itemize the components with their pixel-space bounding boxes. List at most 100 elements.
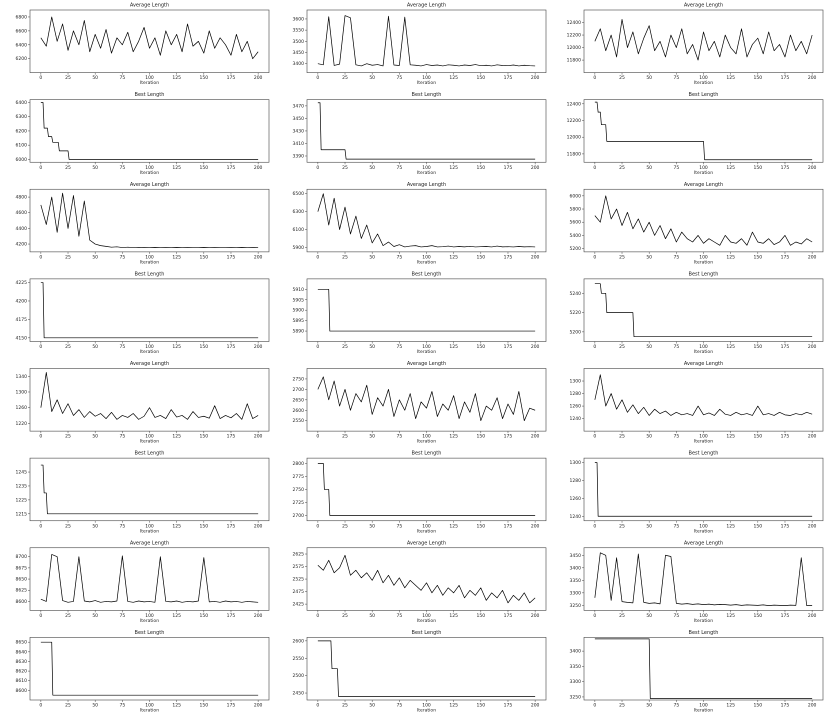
data-line [40,102,259,160]
x-tick-label: 200 [808,434,817,440]
x-tick-label: 0 [316,613,319,619]
x-tick-label: 200 [808,344,817,350]
y-tick-label: 2600 [293,408,305,414]
y-tick-label: 3550 [293,28,305,34]
x-axis-label: Iteration [140,80,159,86]
x-tick-label: 75 [119,523,125,529]
x-tick-label: 200 [531,523,540,529]
x-tick-label: 100 [145,75,154,81]
y-tick-label: 2550 [293,656,305,662]
chart-title: Average Length [130,182,169,188]
data-line [594,283,813,338]
x-tick-label: 150 [477,703,486,709]
x-tick-label: 50 [92,254,98,260]
y-tick-label: 3250 [570,603,582,609]
x-tick-label: 150 [477,613,486,619]
chart-title: Average Length [130,361,169,367]
x-tick-label: 50 [92,165,98,171]
x-tick-label: 0 [593,523,596,529]
y-tick-label: 1300 [570,379,582,385]
chart-title: Average Length [407,540,446,546]
x-tick-label: 125 [726,344,735,350]
x-tick-label: 100 [422,434,431,440]
x-tick-label: 100 [699,523,708,529]
x-tick-label: 175 [781,165,790,171]
x-tick-label: 175 [781,523,790,529]
chart-title: Best Length [689,630,719,636]
x-tick-label: 75 [673,613,679,619]
x-tick-label: 125 [172,254,181,260]
x-tick-label: 150 [754,703,763,709]
x-axis-label: Iteration [140,349,159,355]
x-tick-label: 150 [477,523,486,529]
x-tick-label: 150 [200,703,209,709]
x-tick-label: 125 [449,75,458,81]
y-tick-label: 3390 [293,153,305,159]
plot-frame [306,9,547,73]
x-tick-label: 100 [699,434,708,440]
chart-title: Best Length [689,271,719,277]
x-tick-label: 175 [781,344,790,350]
y-tick-label: 6500 [293,191,305,197]
plot-frame [306,99,547,163]
data-line [594,638,813,699]
y-tick-label: 1225 [16,497,28,503]
y-tick-label: 6000 [570,193,582,199]
x-tick-label: 0 [39,434,42,440]
x-tick-label: 150 [477,75,486,81]
y-tick-label: 5900 [293,245,305,251]
x-tick-label: 175 [227,613,236,619]
x-tick-label: 175 [504,75,513,81]
y-tick-label: 8675 [16,565,28,571]
x-tick-label: 200 [531,75,540,81]
x-tick-label: 100 [699,165,708,171]
y-tick-label: 8610 [16,678,28,684]
chart-title: Average Length [407,3,446,9]
x-tick-label: 150 [754,344,763,350]
y-tick-label: 4800 [16,195,28,201]
x-tick-label: 150 [200,613,209,619]
x-tick-label: 25 [619,434,625,440]
x-tick-label: 25 [342,703,348,709]
x-tick-label: 175 [781,434,790,440]
y-tick-label: 2800 [293,461,305,467]
chart-title: Best Length [412,451,442,457]
x-tick-label: 200 [808,613,817,619]
chart-title: Average Length [407,182,446,188]
y-tick-label: 8650 [16,577,28,583]
plot-frame [306,368,547,432]
y-tick-label: 5600 [570,220,582,226]
x-tick-label: 200 [254,613,263,619]
x-tick-label: 25 [619,523,625,529]
y-tick-label: 3600 [293,16,305,22]
data-line [594,462,813,517]
y-tick-label: 4200 [16,242,28,248]
y-tick-label: 2550 [293,418,305,424]
y-tick-label: 12200 [567,33,581,39]
y-tick-label: 3450 [293,116,305,122]
x-tick-label: 200 [254,703,263,709]
y-tick-label: 5200 [570,329,582,335]
x-tick-label: 125 [172,75,181,81]
x-tick-label: 50 [646,165,652,171]
x-tick-label: 50 [369,613,375,619]
x-axis-label: Iteration [140,170,159,176]
y-tick-label: 1235 [16,483,28,489]
y-tick-label: 3430 [293,128,305,134]
x-tick-label: 100 [422,254,431,260]
x-tick-label: 75 [396,523,402,529]
x-tick-label: 0 [593,434,596,440]
x-tick-label: 125 [172,434,181,440]
y-tick-label: 5240 [570,291,582,297]
x-tick-label: 175 [227,254,236,260]
data-line [40,641,259,696]
x-tick-label: 75 [119,165,125,171]
x-tick-label: 75 [396,344,402,350]
x-tick-label: 100 [699,254,708,260]
plot-frame [583,368,824,432]
chart-title: Average Length [684,361,723,367]
data-line [317,193,536,248]
x-tick-label: 200 [808,254,817,260]
y-tick-label: 1215 [16,511,28,517]
